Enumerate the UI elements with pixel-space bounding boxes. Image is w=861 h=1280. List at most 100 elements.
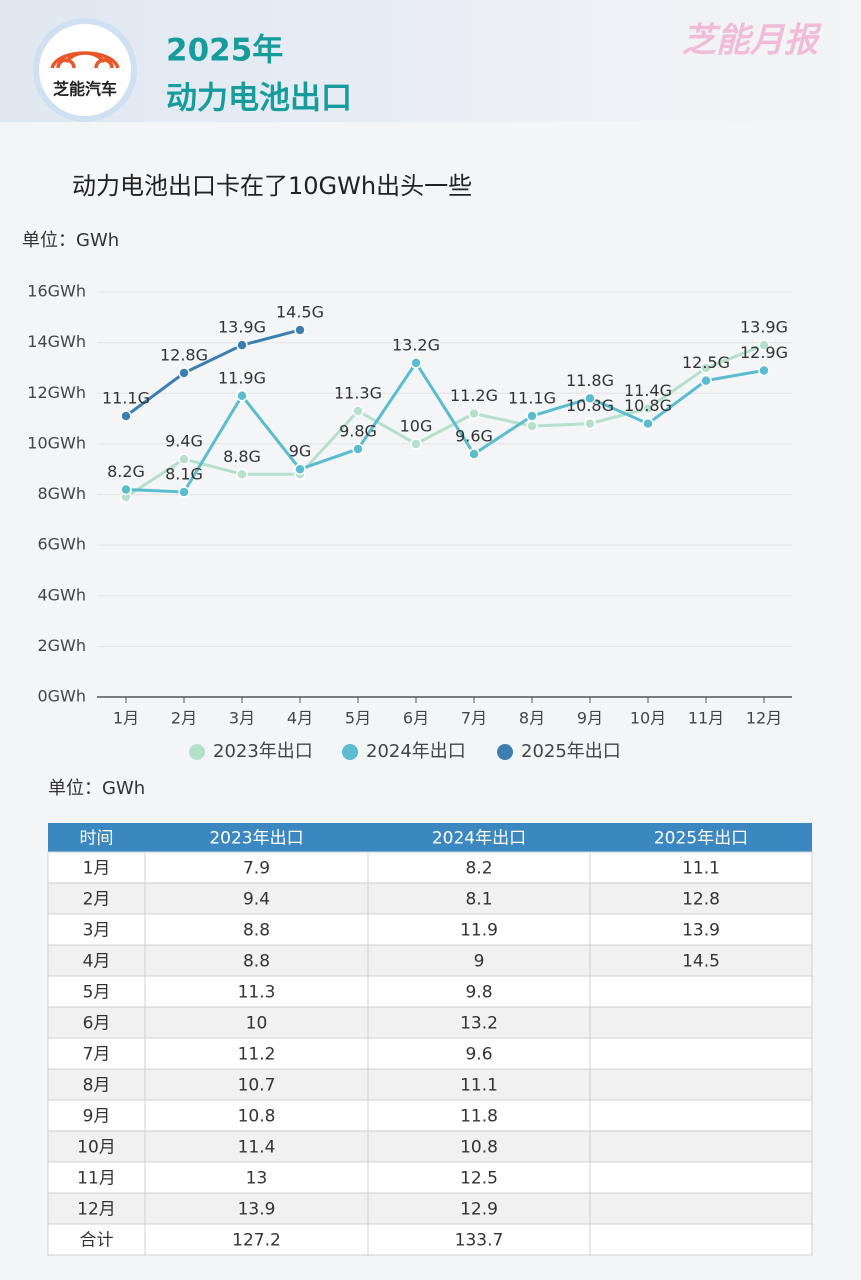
data-label: 11.8G xyxy=(566,371,614,390)
cell: 7月 xyxy=(83,1045,111,1065)
x-tick-label: 4月 xyxy=(287,709,313,728)
point xyxy=(294,324,306,336)
title-line2: 动力电池出口 xyxy=(166,81,352,117)
data-label: 13.2G xyxy=(392,335,440,354)
table-row xyxy=(47,1037,813,1070)
cell: 9.4 xyxy=(243,890,270,910)
cell: 11.1 xyxy=(682,859,720,879)
y-tick-label: 2GWh xyxy=(37,636,86,655)
table-header xyxy=(48,823,812,852)
chart-title: 动力电池出口卡在了10GWh出头一些 xyxy=(72,172,472,200)
cell: 13.9 xyxy=(238,1200,276,1220)
data-label: 9.4G xyxy=(165,432,203,451)
cell: 13.2 xyxy=(460,1014,498,1034)
x-tick-label: 2月 xyxy=(171,709,197,728)
point xyxy=(642,402,654,415)
x-tick-label: 8月 xyxy=(519,709,545,728)
table-row xyxy=(47,1130,813,1163)
data-label: 8.8G xyxy=(223,447,261,466)
data-label: 9.8G xyxy=(339,421,377,440)
point xyxy=(584,392,596,405)
title-line1: 2025年 xyxy=(166,33,283,69)
cell: 8.1 xyxy=(465,890,492,910)
cell: 11.8 xyxy=(460,1107,498,1127)
point xyxy=(410,438,422,450)
cell: 8月 xyxy=(83,1076,111,1096)
series-line xyxy=(125,360,765,494)
legend-label: 2023年出口 xyxy=(213,741,313,762)
cell: 133.7 xyxy=(455,1231,504,1251)
cell: 11.2 xyxy=(238,1045,276,1065)
cell: 127.2 xyxy=(232,1231,281,1251)
legend-swatch xyxy=(342,744,358,760)
point xyxy=(236,468,248,480)
table-unit: 单位：GWh xyxy=(48,778,145,799)
table-row xyxy=(47,882,813,915)
cell: 11月 xyxy=(77,1169,116,1189)
cell: 1月 xyxy=(83,859,111,879)
x-tick-label: 10月 xyxy=(630,709,666,728)
point xyxy=(468,448,480,460)
cell: 13.9 xyxy=(682,921,720,941)
cell: 11.3 xyxy=(238,983,276,1003)
unit-label: 单位：GWh xyxy=(22,230,119,251)
cell: 9.6 xyxy=(465,1045,492,1065)
table-row xyxy=(47,1006,813,1039)
series-line xyxy=(125,328,301,418)
y-tick-label: 8GWh xyxy=(37,484,86,503)
x-tick-label: 12月 xyxy=(746,709,782,728)
y-tick-label: 14GWh xyxy=(27,332,86,351)
cell: 8.8 xyxy=(243,952,270,972)
header-cell: 2024年出口 xyxy=(432,829,526,849)
point xyxy=(700,362,712,374)
point xyxy=(236,390,248,402)
table-row xyxy=(47,1223,813,1256)
point xyxy=(294,463,306,475)
point xyxy=(526,410,538,422)
data-label: 14.5G xyxy=(276,302,324,321)
y-tick-label: 4GWh xyxy=(37,585,86,604)
x-tick-label: 3月 xyxy=(229,709,255,728)
table-row xyxy=(47,1161,813,1194)
point xyxy=(236,339,248,351)
table-row xyxy=(47,851,813,884)
series-line xyxy=(125,343,765,499)
header-cell: 2025年出口 xyxy=(654,829,748,849)
point xyxy=(410,357,422,369)
cell: 10.8 xyxy=(238,1107,276,1127)
data-label: 11.3G xyxy=(334,383,382,402)
cell: 12.5 xyxy=(460,1169,498,1189)
data-label: 8.1G xyxy=(165,464,203,483)
data-label: 10.8G xyxy=(624,396,672,415)
cell: 13 xyxy=(246,1169,268,1189)
cell: 12.9 xyxy=(460,1200,498,1220)
cell: 10.8 xyxy=(460,1138,498,1158)
x-tick-label: 9月 xyxy=(577,709,603,728)
data-label: 13.9G xyxy=(218,318,266,337)
point xyxy=(352,405,364,417)
cell: 11.9 xyxy=(460,921,498,941)
y-tick-label: 16GWh xyxy=(27,282,86,301)
point xyxy=(700,374,712,387)
data-label: 11.1G xyxy=(508,389,556,408)
x-tick-label: 7月 xyxy=(461,709,487,728)
logo xyxy=(39,24,131,116)
point xyxy=(178,486,190,498)
cell: 9 xyxy=(474,952,485,972)
x-tick-label: 5月 xyxy=(345,709,371,728)
legend-label: 2024年出口 xyxy=(366,741,466,762)
point xyxy=(758,364,770,377)
cell: 10.7 xyxy=(238,1076,276,1096)
table-row xyxy=(47,1068,813,1101)
table-row xyxy=(47,975,813,1008)
point xyxy=(642,417,654,430)
cell: 11.1 xyxy=(460,1076,498,1096)
data-label: 12.5G xyxy=(682,353,730,372)
x-tick-label: 6月 xyxy=(403,709,429,728)
cell: 2月 xyxy=(83,890,111,910)
cell: 8.8 xyxy=(243,921,270,941)
data-label: 11.2G xyxy=(450,386,498,405)
table-row xyxy=(47,944,813,977)
point xyxy=(120,483,132,496)
